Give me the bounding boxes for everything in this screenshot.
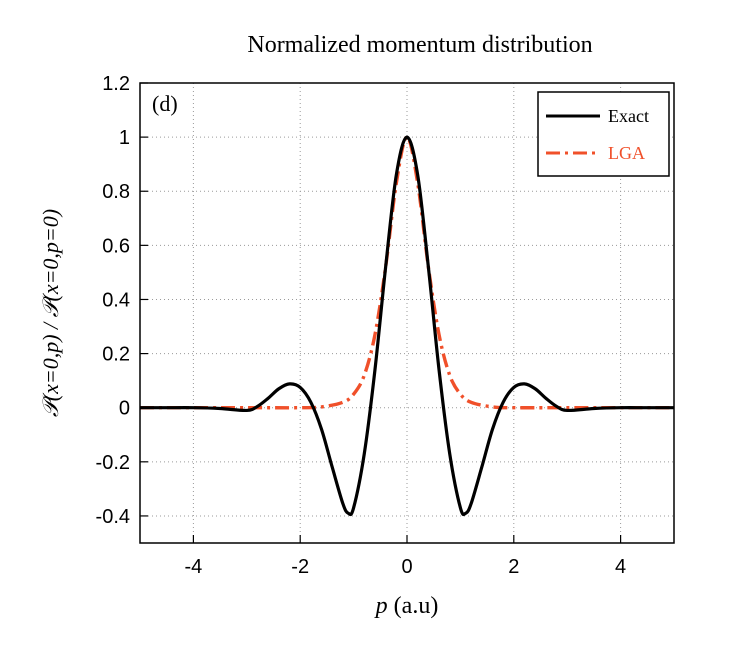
y-tick-label: 0.2 (102, 344, 130, 366)
chart-title: Normalized momentum distribution (247, 32, 592, 58)
x-tick-label: 0 (401, 556, 412, 578)
legend: Exact LGA (537, 91, 670, 177)
series-line-exact (140, 135, 674, 517)
series-layer (140, 135, 674, 517)
legend-box (537, 91, 670, 177)
panel-label: (d) (152, 91, 178, 116)
x-axis-label-var: p (374, 593, 388, 619)
x-axis-label: p (a.u) (374, 593, 439, 619)
x-tick-label: 4 (615, 556, 626, 578)
legend-label-exact: Exact (608, 106, 649, 126)
ticks: -4 -2 0 2 4 -0.4 -0.2 0 0.2 0.4 0.6 0.8 1 1.2 (96, 73, 627, 578)
x-tick-label: -2 (291, 556, 309, 578)
y-tick-label: 0 (119, 398, 130, 420)
y-tick-label: 0.6 (102, 235, 130, 257)
y-axis-label: 𝒫(x=0,p) / 𝒫(x=0,p=0) (38, 209, 63, 417)
legend-label-lga: LGA (608, 143, 645, 163)
y-tick-label: -0.2 (96, 452, 130, 474)
x-axis-label-unit: (a.u) (388, 593, 439, 619)
y-tick-label: 0.8 (102, 181, 130, 203)
x-tick-label: 2 (508, 556, 519, 578)
y-tick-label: -0.4 (96, 506, 130, 528)
y-tick-label: 1.2 (102, 73, 130, 95)
x-tick-label: -4 (185, 556, 203, 578)
y-tick-label: 1 (119, 127, 130, 149)
y-tick-label: 0.4 (102, 289, 130, 311)
